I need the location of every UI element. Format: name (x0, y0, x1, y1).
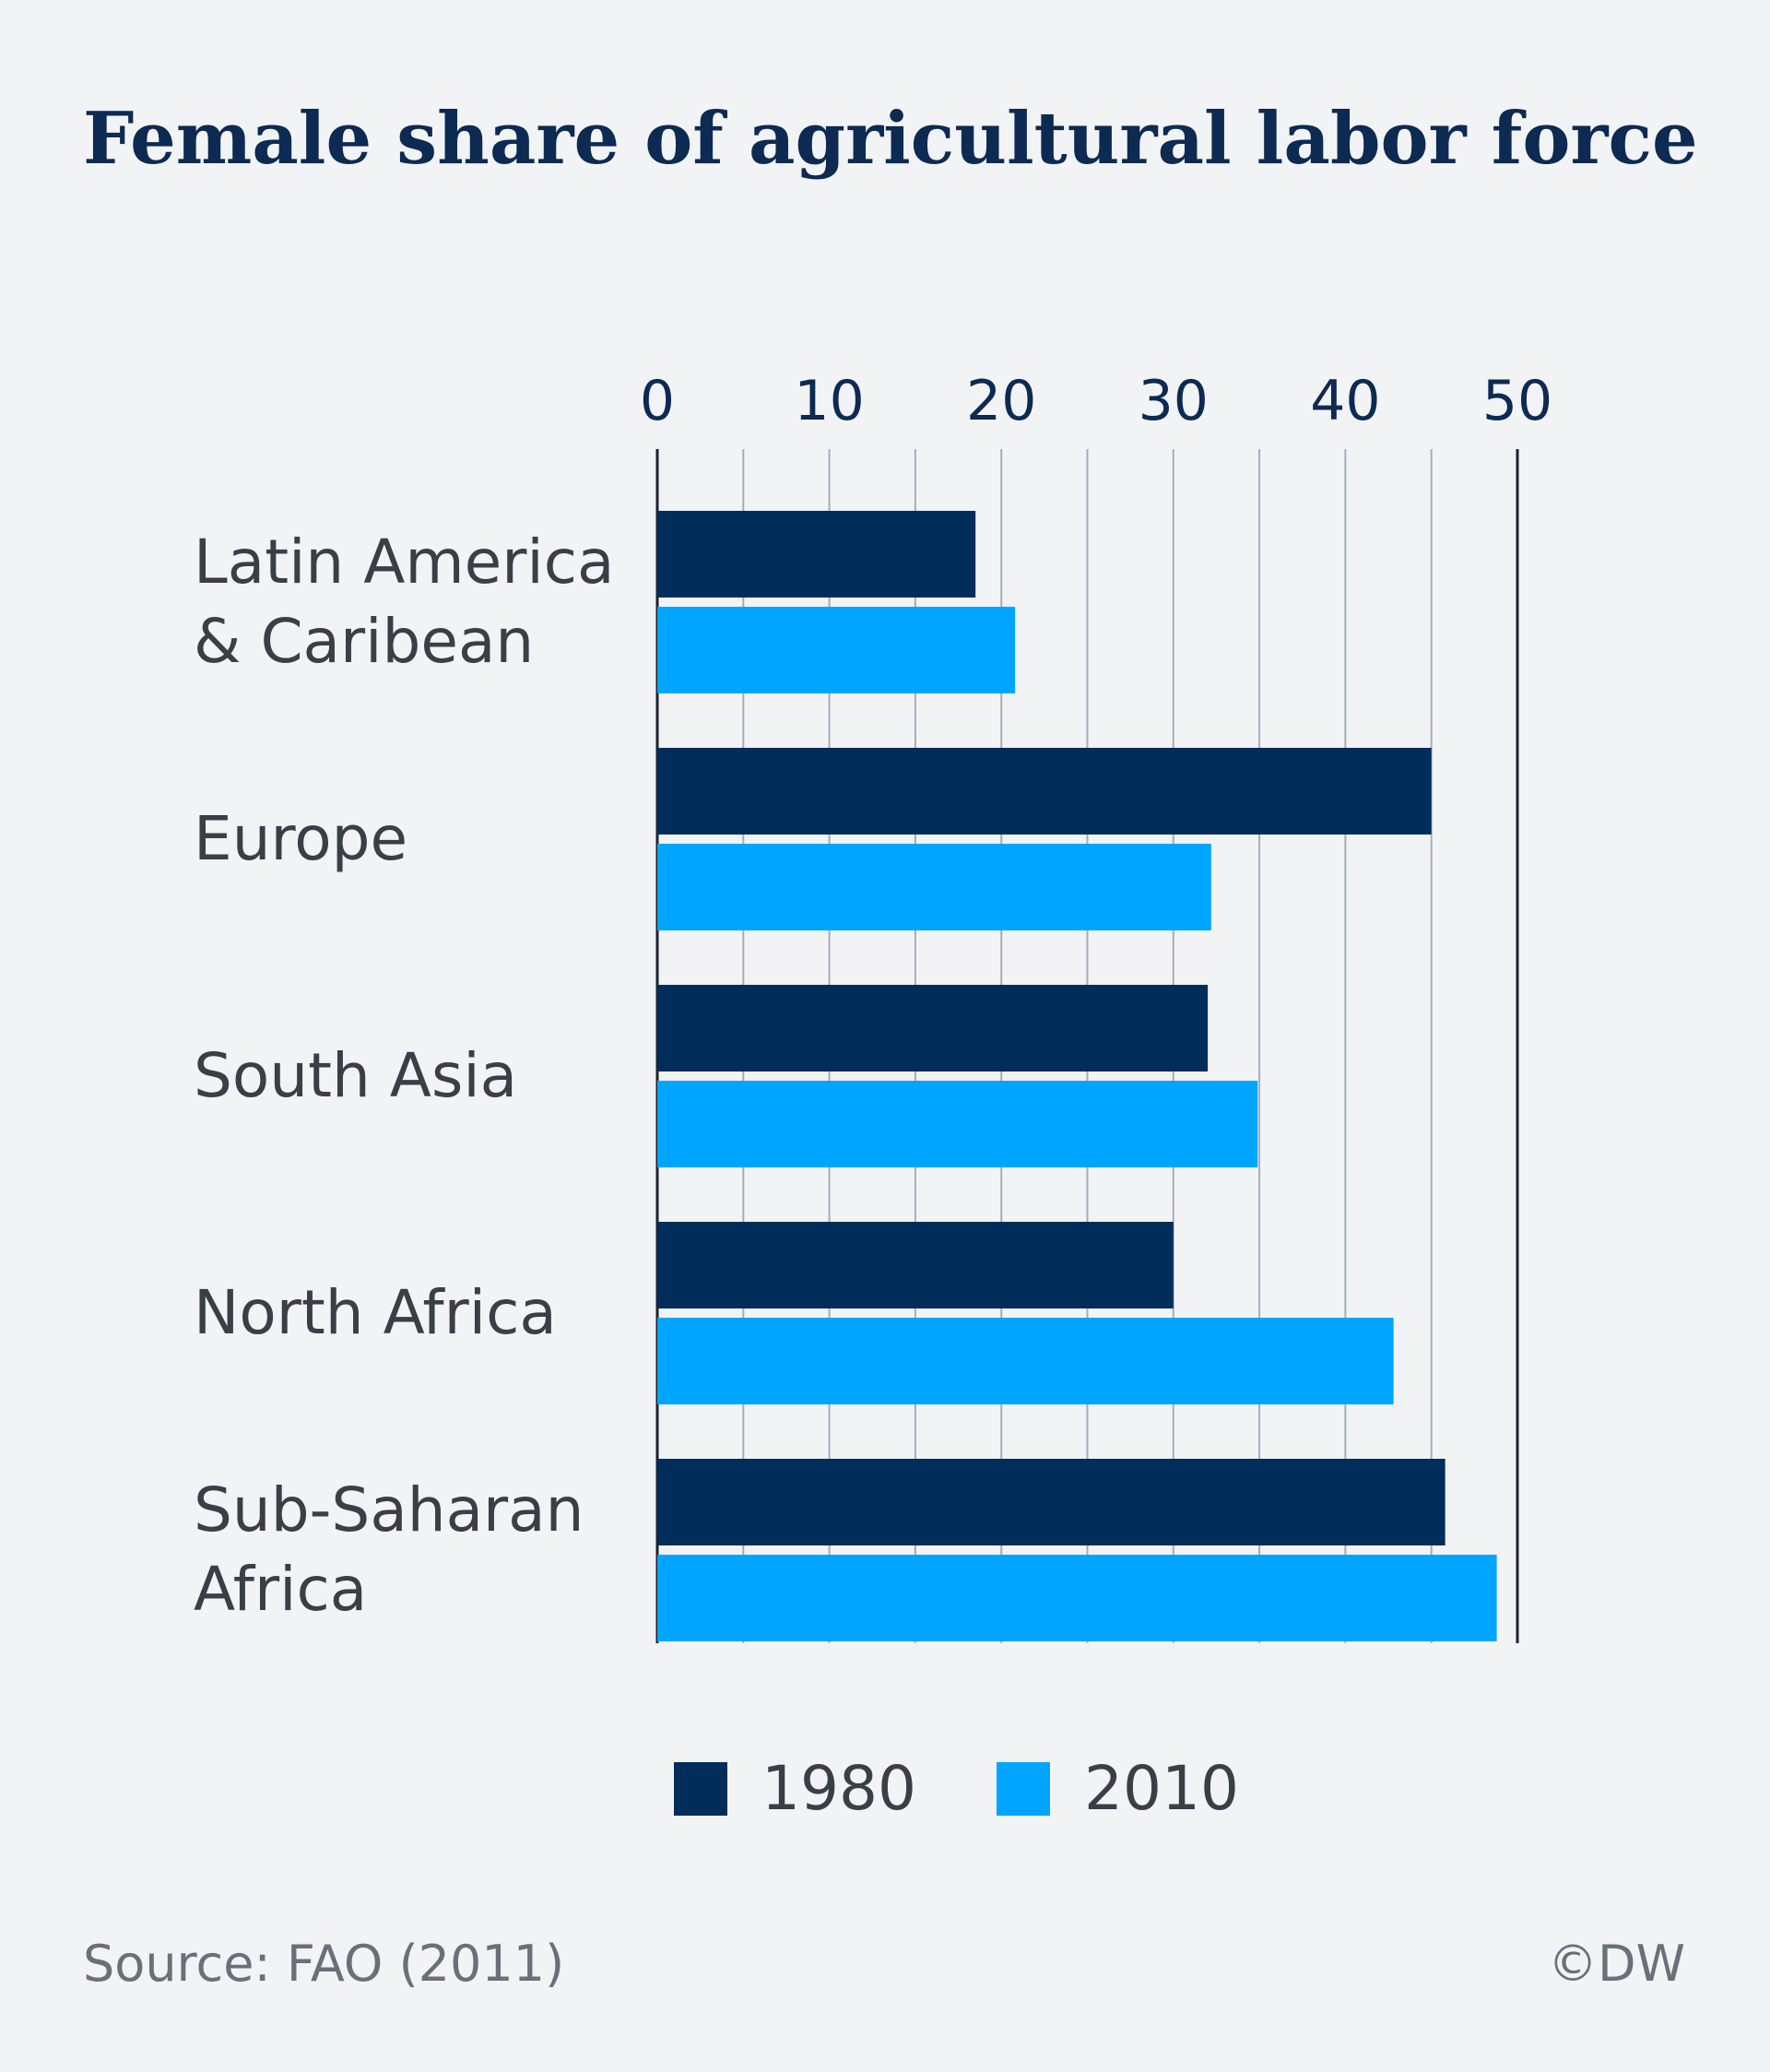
category-label: Latin America (194, 527, 615, 598)
bar-2010 (657, 844, 1211, 930)
x-tick-label: 20 (966, 369, 1036, 433)
x-tick-label: 0 (640, 369, 675, 433)
legend-swatch-1980 (674, 1762, 727, 1816)
bar-2010 (657, 1318, 1394, 1404)
bar-1980 (657, 1222, 1174, 1308)
bar-1980 (657, 748, 1432, 835)
copyright-credit: ©DW (1548, 1935, 1685, 1993)
legend-label: 2010 (1084, 1753, 1239, 1824)
category-label: South Asia (194, 1040, 517, 1111)
source-note: Source: FAO (2011) (83, 1935, 564, 1993)
category-label: North Africa (194, 1277, 557, 1348)
x-tick-label: 10 (794, 369, 864, 433)
x-tick-labels: 0 10 20 30 40 50 (640, 369, 1552, 433)
category-label: & Caribean (194, 606, 534, 677)
chart-title: Female share of agricultural labor force (83, 97, 1698, 181)
x-tick-label: 30 (1139, 369, 1209, 433)
category-labels: Latin America & Caribean Europe South Asia N… (194, 527, 615, 1625)
category-label: Sub-Saharan (194, 1474, 584, 1545)
bar-2010 (657, 1081, 1258, 1167)
legend-swatch-2010 (997, 1762, 1050, 1816)
legend: 1980 2010 (674, 1753, 1239, 1824)
x-tick-label: 40 (1310, 369, 1380, 433)
bar-1980 (657, 1459, 1446, 1545)
category-label: Europe (194, 803, 407, 874)
category-label: Africa (194, 1554, 367, 1625)
bar-2010 (657, 1555, 1497, 1641)
legend-label: 1980 (761, 1753, 916, 1824)
x-tick-label: 50 (1482, 369, 1552, 433)
bar-1980 (657, 985, 1209, 1072)
bar-1980 (657, 511, 976, 598)
bars (657, 511, 1497, 1641)
bar-2010 (657, 607, 1016, 693)
